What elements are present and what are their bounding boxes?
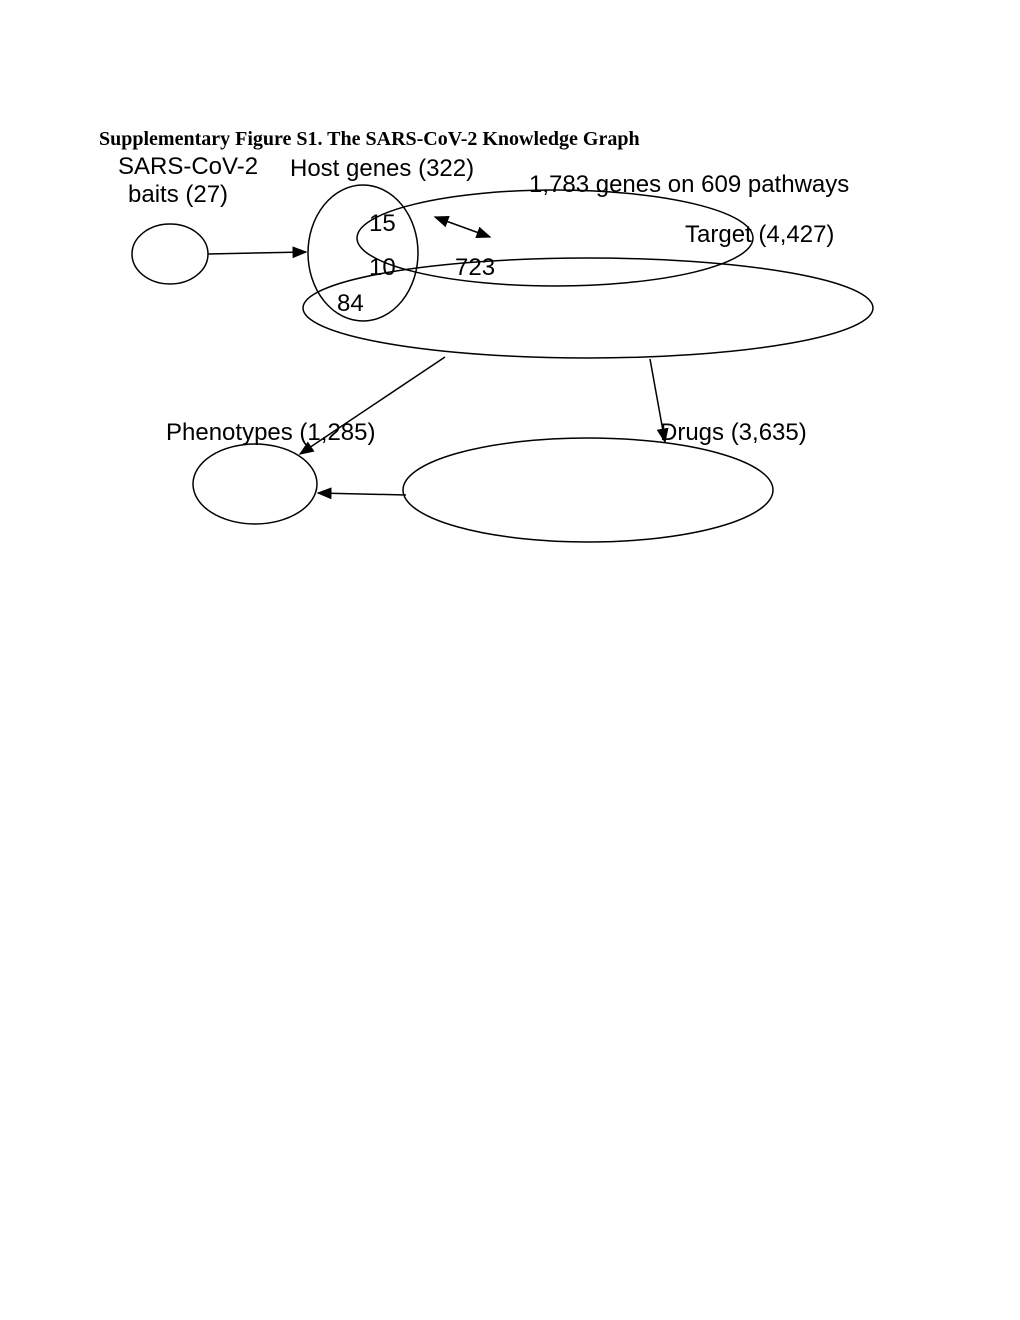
arrow-drugs-to-phenotypes <box>318 493 406 495</box>
label-host-genes: Host genes (322) <box>290 156 474 182</box>
ellipse-sars-baits <box>132 224 208 284</box>
intersection-84: 84 <box>337 290 364 318</box>
label-drugs: Drugs (3,635) <box>660 420 807 446</box>
arrow-baits-to-host <box>208 252 306 254</box>
label-pathways: 1,783 genes on 609 pathways <box>529 172 849 198</box>
label-sars-baits-l2: baits (27) <box>128 182 228 208</box>
label-target: Target (4,427) <box>685 222 834 248</box>
label-phenotypes: Phenotypes (1,285) <box>166 420 375 446</box>
intersection-723: 723 <box>455 254 495 282</box>
intersection-10: 10 <box>369 254 396 282</box>
ellipse-phenotypes <box>193 444 317 524</box>
intersection-15: 15 <box>369 210 396 238</box>
label-sars-baits-l1: SARS-CoV-2 <box>118 154 258 180</box>
ellipse-drugs <box>403 438 773 542</box>
arrow-pathway-bidir <box>435 217 490 237</box>
